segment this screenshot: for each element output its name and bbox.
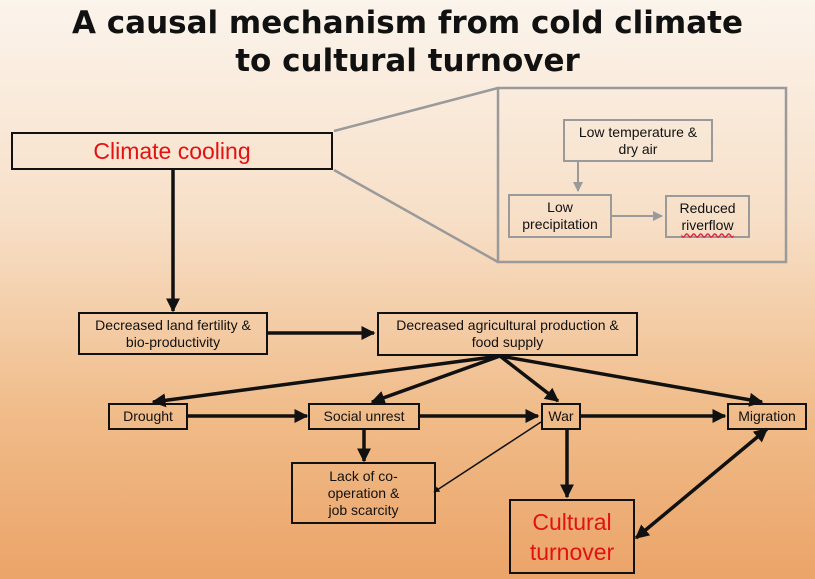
node-drought: Drought: [108, 403, 188, 430]
node-war-label: War: [548, 408, 574, 424]
node-drought-label: Drought: [123, 408, 173, 424]
node-lack-of-cooperation-line2: operation &: [327, 484, 400, 501]
zoom-frame: [496, 86, 788, 264]
node-climate-cooling: Climate cooling: [11, 132, 333, 170]
node-migration-label: Migration: [738, 408, 796, 424]
node-cultural-turnover-line1: Cultural: [532, 508, 612, 535]
node-war: War: [541, 403, 581, 430]
node-low-precipitation-line1: Low: [547, 199, 573, 215]
zoom-line-bottom: [333, 168, 499, 264]
zoom-line-top: [333, 86, 499, 133]
node-reduced-riverflow-line2: riverflow: [681, 216, 734, 233]
node-decreased-fertility: Decreased land fertility & bio-productiv…: [78, 312, 268, 355]
arrow-war-to-lackcoop: [433, 421, 542, 493]
node-reduced-riverflow-line1: Reduced: [679, 199, 736, 216]
node-migration: Migration: [727, 403, 807, 430]
node-low-temperature: Low temperature & dry air: [563, 119, 713, 162]
node-cultural-turnover-line2: turnover: [529, 538, 615, 565]
node-cultural-turnover: Cultural turnover: [509, 499, 635, 574]
node-lack-of-cooperation: Lack of co- operation & job scarcity: [291, 462, 436, 524]
node-low-temperature-line1: Low temperature &: [578, 123, 698, 140]
node-decreased-fertility-line2: bio-productivity: [125, 333, 221, 350]
arrow-agri-to-unrest: [370, 354, 501, 405]
node-decreased-agriculture-line1: Decreased agricultural production &: [396, 317, 619, 333]
title-line-1: A causal mechanism from cold climate: [71, 5, 743, 41]
node-climate-cooling-label: Climate cooling: [93, 137, 251, 164]
node-decreased-agriculture: Decreased agricultural production & food…: [377, 312, 638, 356]
arrow-agri-to-war: [498, 354, 560, 403]
node-low-precipitation-line2: precipitation: [522, 216, 598, 232]
arrow-turnover-migration: [634, 427, 769, 540]
diagram-title: A causal mechanism from cold climate to …: [0, 4, 815, 80]
title-line-2: to cultural turnover: [235, 43, 580, 79]
node-decreased-agriculture-line2: food supply: [471, 334, 544, 350]
node-low-precipitation: Low precipitation: [508, 194, 612, 238]
node-social-unrest-label: Social unrest: [323, 408, 405, 424]
node-low-temperature-line2: dry air: [618, 140, 658, 157]
node-reduced-riverflow: Reduced riverflow: [665, 195, 750, 238]
node-lack-of-cooperation-line3: job scarcity: [328, 501, 399, 518]
node-lack-of-cooperation-line1: Lack of co-: [329, 467, 398, 484]
node-social-unrest: Social unrest: [308, 403, 420, 430]
arrow-agri-to-drought: [151, 354, 501, 408]
arrow-agri-to-migration: [499, 354, 764, 407]
node-decreased-fertility-line1: Decreased land fertility &: [95, 316, 251, 333]
